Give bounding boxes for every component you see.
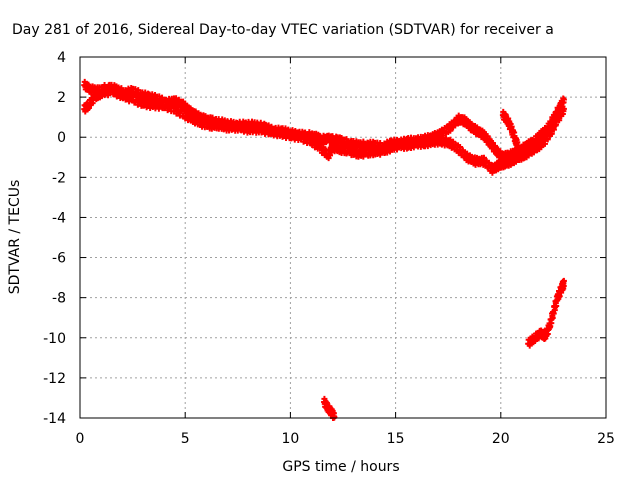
series-track-c — [499, 108, 521, 152]
data-point — [544, 136, 551, 143]
x-tick-label: 25 — [597, 431, 615, 447]
data-point — [560, 96, 567, 103]
x-tick-label: 0 — [76, 431, 85, 447]
y-tick-label: -6 — [52, 251, 66, 267]
y-axis-label: SDTVAR / TECUs — [7, 180, 23, 295]
data-point — [541, 140, 548, 147]
y-tick-label: 4 — [57, 50, 66, 66]
x-tick-label: 15 — [387, 431, 405, 447]
data-point — [480, 154, 487, 161]
data-point — [560, 105, 567, 112]
series-track-e — [321, 395, 338, 421]
y-tick-label: -14 — [43, 411, 66, 427]
y-tick-label: -10 — [43, 331, 66, 347]
data-point — [514, 142, 521, 149]
data-point — [447, 127, 454, 134]
x-tick-label: 10 — [281, 431, 299, 447]
y-tick-label: -8 — [52, 291, 66, 307]
axis-ticks — [79, 56, 607, 419]
data-point — [320, 144, 327, 151]
data-point — [560, 283, 567, 290]
data-point — [556, 117, 563, 124]
data-point — [553, 121, 560, 128]
x-tick-label: 5 — [181, 431, 190, 447]
plot-frame — [79, 56, 607, 419]
data-point — [550, 310, 557, 317]
y-tick-label: -12 — [43, 371, 66, 387]
data-point — [331, 414, 338, 421]
data-point — [553, 302, 560, 309]
y-tick-label: -2 — [52, 170, 66, 186]
series-track-b — [81, 84, 567, 176]
data-point — [492, 142, 499, 149]
x-axis-label: GPS time / hours — [282, 459, 399, 475]
data-point — [550, 126, 557, 133]
data-point — [85, 104, 92, 111]
x-tick-label: 20 — [492, 431, 510, 447]
data-point — [327, 152, 334, 159]
data-point — [560, 277, 567, 284]
chart-title: Day 281 of 2016, Sidereal Day-to-day VTE… — [12, 22, 554, 38]
data-point — [508, 123, 515, 130]
tick-labels: 0 5 10 15 20 25 -14 -12 -10 -8 -6 -4 -2 0 2 4 — [43, 50, 615, 447]
data-points — [81, 78, 567, 421]
data-point — [547, 323, 554, 330]
y-tick-label: 0 — [57, 130, 66, 146]
y-tick-label: -4 — [52, 210, 66, 226]
data-point — [457, 144, 464, 151]
series-track-d — [525, 277, 567, 349]
y-tick-label: 2 — [57, 90, 66, 106]
